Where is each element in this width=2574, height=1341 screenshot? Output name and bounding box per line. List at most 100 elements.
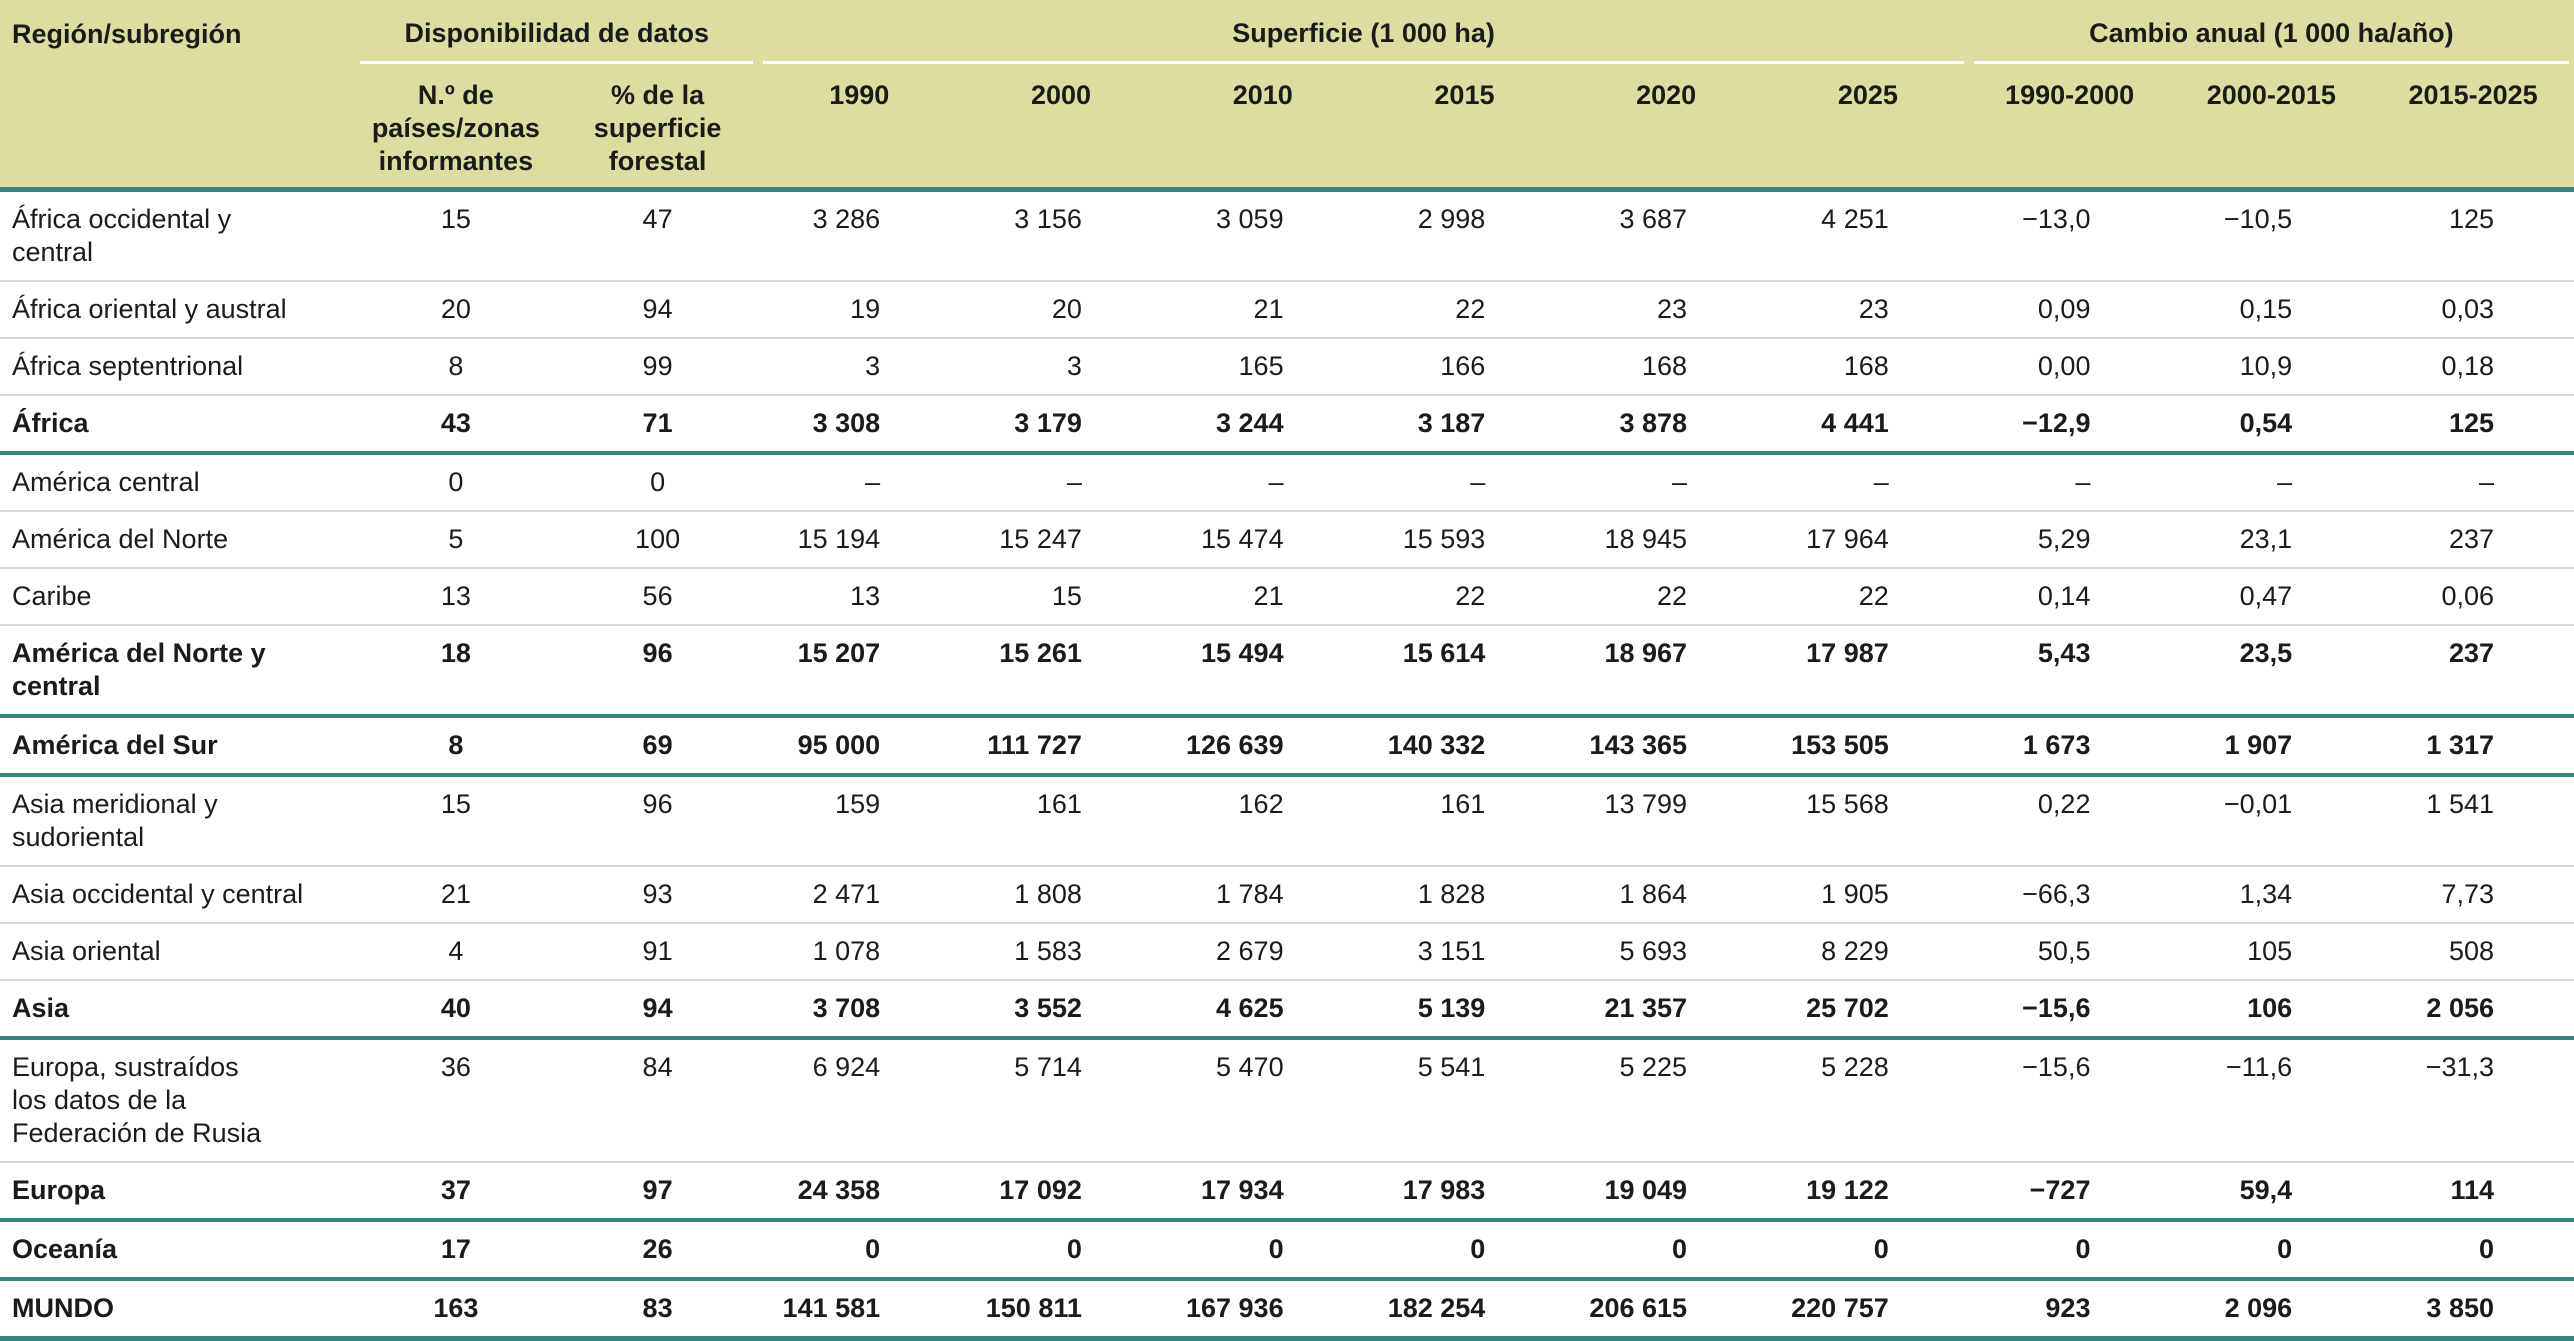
region-cell: África septentrional [0,338,355,396]
value-cell: – [2170,453,2373,512]
value-cell: 3 059 [1161,189,1364,282]
group-header-row: Región/subregión Disponibilidad de datos… [0,0,2574,192]
table-row: MUNDO 163 83 141 581 150 811 167 936 182 254 20… [0,1279,2574,1341]
value-cell: 3 156 [960,189,1162,282]
value-cell: 3 552 [960,980,1162,1040]
table-row: África occidental y central 15 47 3 286 3 15… [0,189,2574,282]
value-cell: 0,06 [2372,568,2574,626]
value-cell: 18 945 [1565,511,1768,569]
group-header-annual-change: Cambio anual (1 000 ha/año) [1968,0,2574,64]
value-cell: 15 474 [1161,511,1364,569]
value-cell: 15 247 [960,511,1162,569]
value-cell: 3 850 [2372,1279,2574,1341]
value-cell: 3 [758,338,961,396]
value-cell: 91 [556,923,759,981]
value-cell: 5 225 [1565,1038,1768,1163]
region-cell: América central [0,453,355,512]
value-cell: 165 [1161,338,1364,396]
table-row: Europa 37 97 24 358 17 092 17 934 17 983 19 049… [0,1162,2574,1222]
value-cell: 15 207 [758,625,961,718]
group-label: Superficie (1 000 ha) [1232,18,1495,48]
value-cell: 0 [1363,1220,1566,1281]
value-cell: 17 092 [960,1162,1162,1222]
column-header-1990: 1990 [758,64,961,192]
value-cell: 40 [355,980,557,1040]
value-cell: 97 [556,1162,759,1222]
value-cell: 5 470 [1161,1038,1364,1163]
table-body: África occidental y central 15 47 3 286 3 15… [0,189,2574,1341]
value-cell: 13 [758,568,961,626]
value-cell: 0 [556,453,759,512]
value-cell: 6 924 [758,1038,961,1163]
value-cell: 18 967 [1565,625,1768,718]
value-cell: 143 365 [1565,716,1768,777]
value-cell: 3 286 [758,189,961,282]
value-cell: 84 [556,1038,759,1163]
value-cell: 111 727 [960,716,1162,777]
table-row: Asia meridional y sudoriental 15 96 159 161 1… [0,775,2574,867]
value-cell: 21 [355,866,557,924]
value-cell: 50,5 [1968,923,2171,981]
value-cell: 93 [556,866,759,924]
value-cell: 0 [2170,1220,2373,1281]
region-cell: Asia oriental [0,923,355,981]
value-cell: – [1968,453,2171,512]
table-row: África oriental y austral 20 94 19 20 21 22 23 2… [0,281,2574,339]
value-cell: 0,54 [2170,395,2373,455]
value-cell: 1 784 [1161,866,1364,924]
value-cell: 0 [1161,1220,1364,1281]
value-cell: 167 936 [1161,1279,1364,1341]
value-cell: 99 [556,338,759,396]
value-cell: 23,5 [2170,625,2373,718]
value-cell: 4 251 [1767,189,1969,282]
value-cell: – [1767,453,1969,512]
column-header-2015-2025: 2015-2025 [2372,64,2574,192]
value-cell: 3 151 [1363,923,1566,981]
value-cell: 2 096 [2170,1279,2373,1341]
value-cell: 1 828 [1363,866,1566,924]
value-cell: 20 [960,281,1162,339]
value-cell: 15 614 [1363,625,1566,718]
value-cell: 4 [355,923,557,981]
value-cell: 3 308 [758,395,961,455]
value-cell: 69 [556,716,759,777]
value-cell: 161 [960,775,1162,867]
value-cell: 5,43 [1968,625,2171,718]
table-row: Caribe 13 56 13 15 21 22 22 22 0,14 0,47 0,06 [0,568,2574,626]
value-cell: 106 [2170,980,2373,1040]
value-cell: 923 [1968,1279,2171,1341]
value-cell: 2 998 [1363,189,1566,282]
value-cell: 15 568 [1767,775,1969,867]
value-cell: 159 [758,775,961,867]
value-cell: 5 [355,511,557,569]
value-cell: 83 [556,1279,759,1341]
value-cell: 96 [556,625,759,718]
value-cell: 17 987 [1767,625,1969,718]
region-cell: Europa [0,1162,355,1222]
column-header-2015: 2015 [1363,64,1566,192]
region-cell: Asia occidental y central [0,866,355,924]
region-cell: América del Norte y central [0,625,355,718]
value-cell: 8 229 [1767,923,1969,981]
value-cell: 4 625 [1161,980,1364,1040]
value-cell: −12,9 [1968,395,2171,455]
value-cell: 2 056 [2372,980,2574,1040]
column-header-2010: 2010 [1161,64,1364,192]
value-cell: 168 [1565,338,1768,396]
value-cell: 0,18 [2372,338,2574,396]
value-cell: 8 [355,338,557,396]
table-row: Europa, sustraídos los datos de la Feder… [0,1038,2574,1163]
value-cell: 23 [1565,281,1768,339]
value-cell: 15 261 [960,625,1162,718]
value-cell: 15 593 [1363,511,1566,569]
value-cell: 17 964 [1767,511,1969,569]
value-cell: 100 [556,511,759,569]
table-row: América del Norte 5 100 15 194 15 247 15 474 1… [0,511,2574,569]
value-cell: 7,73 [2372,866,2574,924]
value-cell: 37 [355,1162,557,1222]
value-cell: 19 122 [1767,1162,1969,1222]
column-header-2000: 2000 [960,64,1162,192]
value-cell: 1 673 [1968,716,2171,777]
